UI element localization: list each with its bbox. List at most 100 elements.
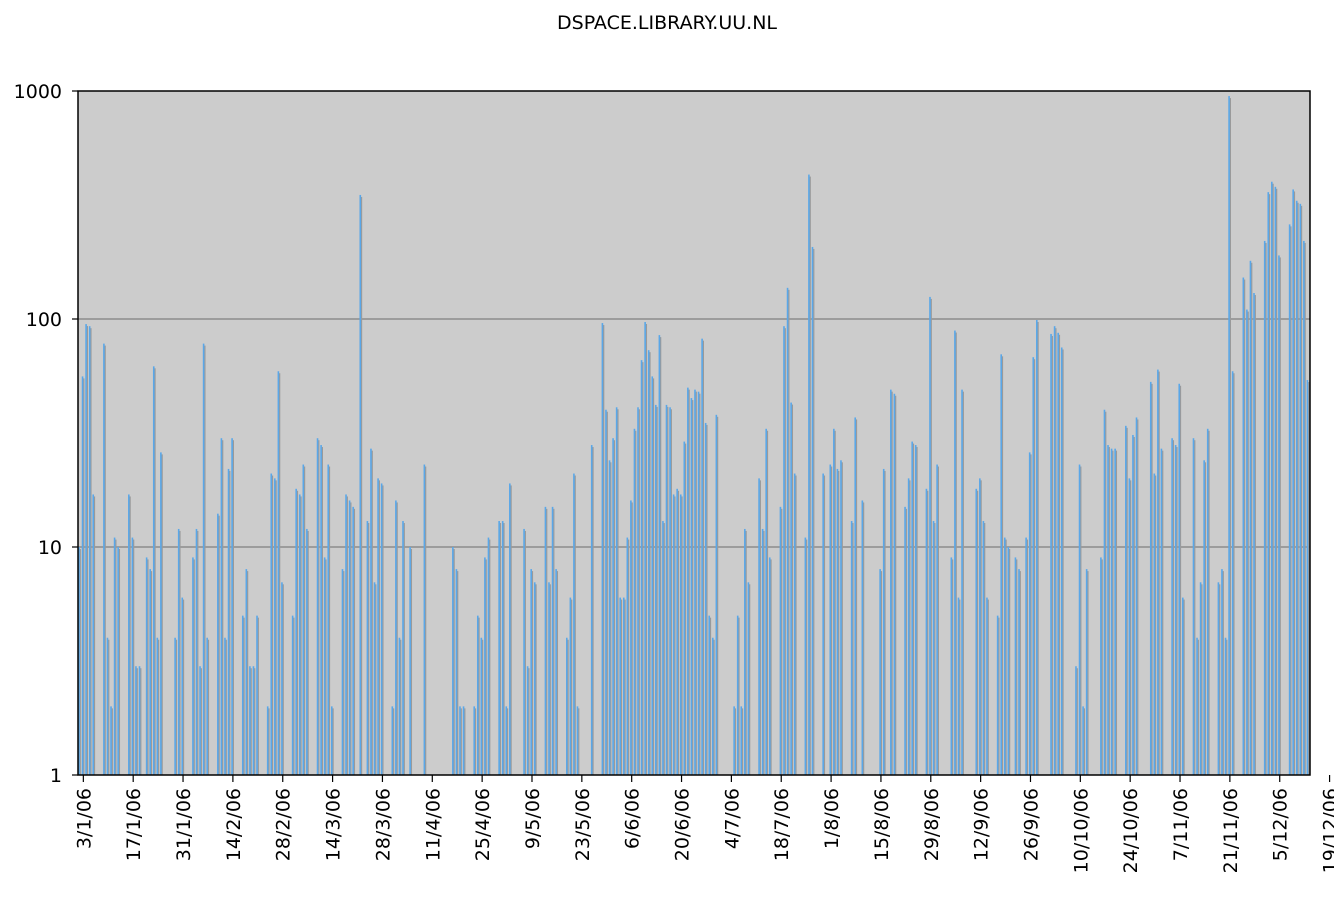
bar [647,350,650,775]
bar-shadow [524,530,526,775]
bar-shadow [603,325,605,775]
bar [936,464,938,775]
bar [423,464,426,775]
bar [1253,293,1255,775]
bar-shadow [271,475,274,775]
bar-shadow [1219,584,1221,775]
bar [224,637,226,775]
bar-shadow [1229,98,1231,775]
bar-shadow [474,708,477,775]
bar-shadow [930,298,932,775]
bar [302,464,305,775]
bar [662,521,664,775]
bar [156,637,159,775]
bar [530,569,532,775]
x-tick-label: 19/12/06 [1320,788,1334,873]
bar-shadow [510,485,512,775]
bar-shadow [642,362,644,775]
bar-shadow [1001,356,1004,775]
bar [398,637,401,775]
bar-shadow [531,571,534,775]
bar-shadow [129,496,131,775]
bar [206,637,208,775]
bar-shadow [1080,466,1082,775]
bar-shadow [553,508,555,775]
bar-shadow [243,617,245,775]
bar [1157,369,1159,775]
bar-shadow [79,549,81,775]
bar [327,464,330,775]
x-tick-label: 10/10/06 [1070,788,1092,873]
bar-shadow [1290,226,1292,775]
bar [1078,464,1081,775]
bar-shadow [1308,382,1310,775]
bar-shadow [862,502,865,775]
bar-shadow [1243,279,1246,775]
bar-shadow [528,668,530,775]
bar-shadow [1275,188,1278,776]
bar [177,528,180,775]
bar-shadow [1105,411,1107,775]
bar [1153,473,1156,775]
bar-shadow [927,490,929,775]
bar-shadow [325,559,327,775]
bar [1221,569,1223,775]
bar-shadow [1112,450,1114,775]
bar [252,666,255,775]
bar-shadow [549,584,551,775]
bar [1132,434,1134,775]
bar [462,706,465,775]
bar-shadow [179,530,181,775]
bar [1025,537,1027,775]
bar [476,615,479,775]
bar-shadow [987,599,989,775]
bar [793,473,796,775]
bar-shadow [1033,359,1036,775]
bar [633,428,636,775]
bar-shadow [296,490,299,775]
bar-shadow [617,409,619,775]
bar [306,528,308,775]
bar-shadow [934,523,936,775]
bar [352,506,354,775]
bar [804,537,807,775]
bar [1288,224,1291,775]
bar [711,637,714,775]
bar [630,500,632,775]
bar-shadow [1176,447,1178,775]
bar-shadow [400,639,402,775]
bar [341,569,344,775]
bar-shadow [891,391,893,775]
bar [277,371,280,775]
bar [833,428,835,775]
bar [526,666,529,775]
bar-shadow [1137,419,1139,775]
bar-shadow [912,443,915,775]
bar-shadow [567,639,569,775]
bar [459,706,461,775]
bar-shadow [132,539,135,775]
bar-shadow [663,523,665,775]
bar-shadow [706,424,708,775]
x-tick-label: 7/11/06 [1170,788,1192,861]
bar [1178,383,1181,775]
x-tick-label: 12/9/06 [971,788,993,861]
bar-shadow [1051,335,1053,775]
bar-shadow [1055,328,1057,775]
bar-shadow [1115,450,1118,775]
bar [1160,448,1163,775]
bar [78,547,80,775]
bar [655,404,657,775]
bar-shadow [1133,436,1135,775]
bar-shadow [613,440,615,775]
bar-shadow [659,337,662,775]
bar [687,387,689,775]
bar-shadow [1087,571,1089,775]
bar [1206,428,1209,775]
bar-shadow [282,584,284,775]
bar [565,637,568,775]
bar [1171,438,1173,775]
bar-shadow [457,571,459,775]
bar [291,615,294,775]
bar-shadow [1108,447,1110,775]
